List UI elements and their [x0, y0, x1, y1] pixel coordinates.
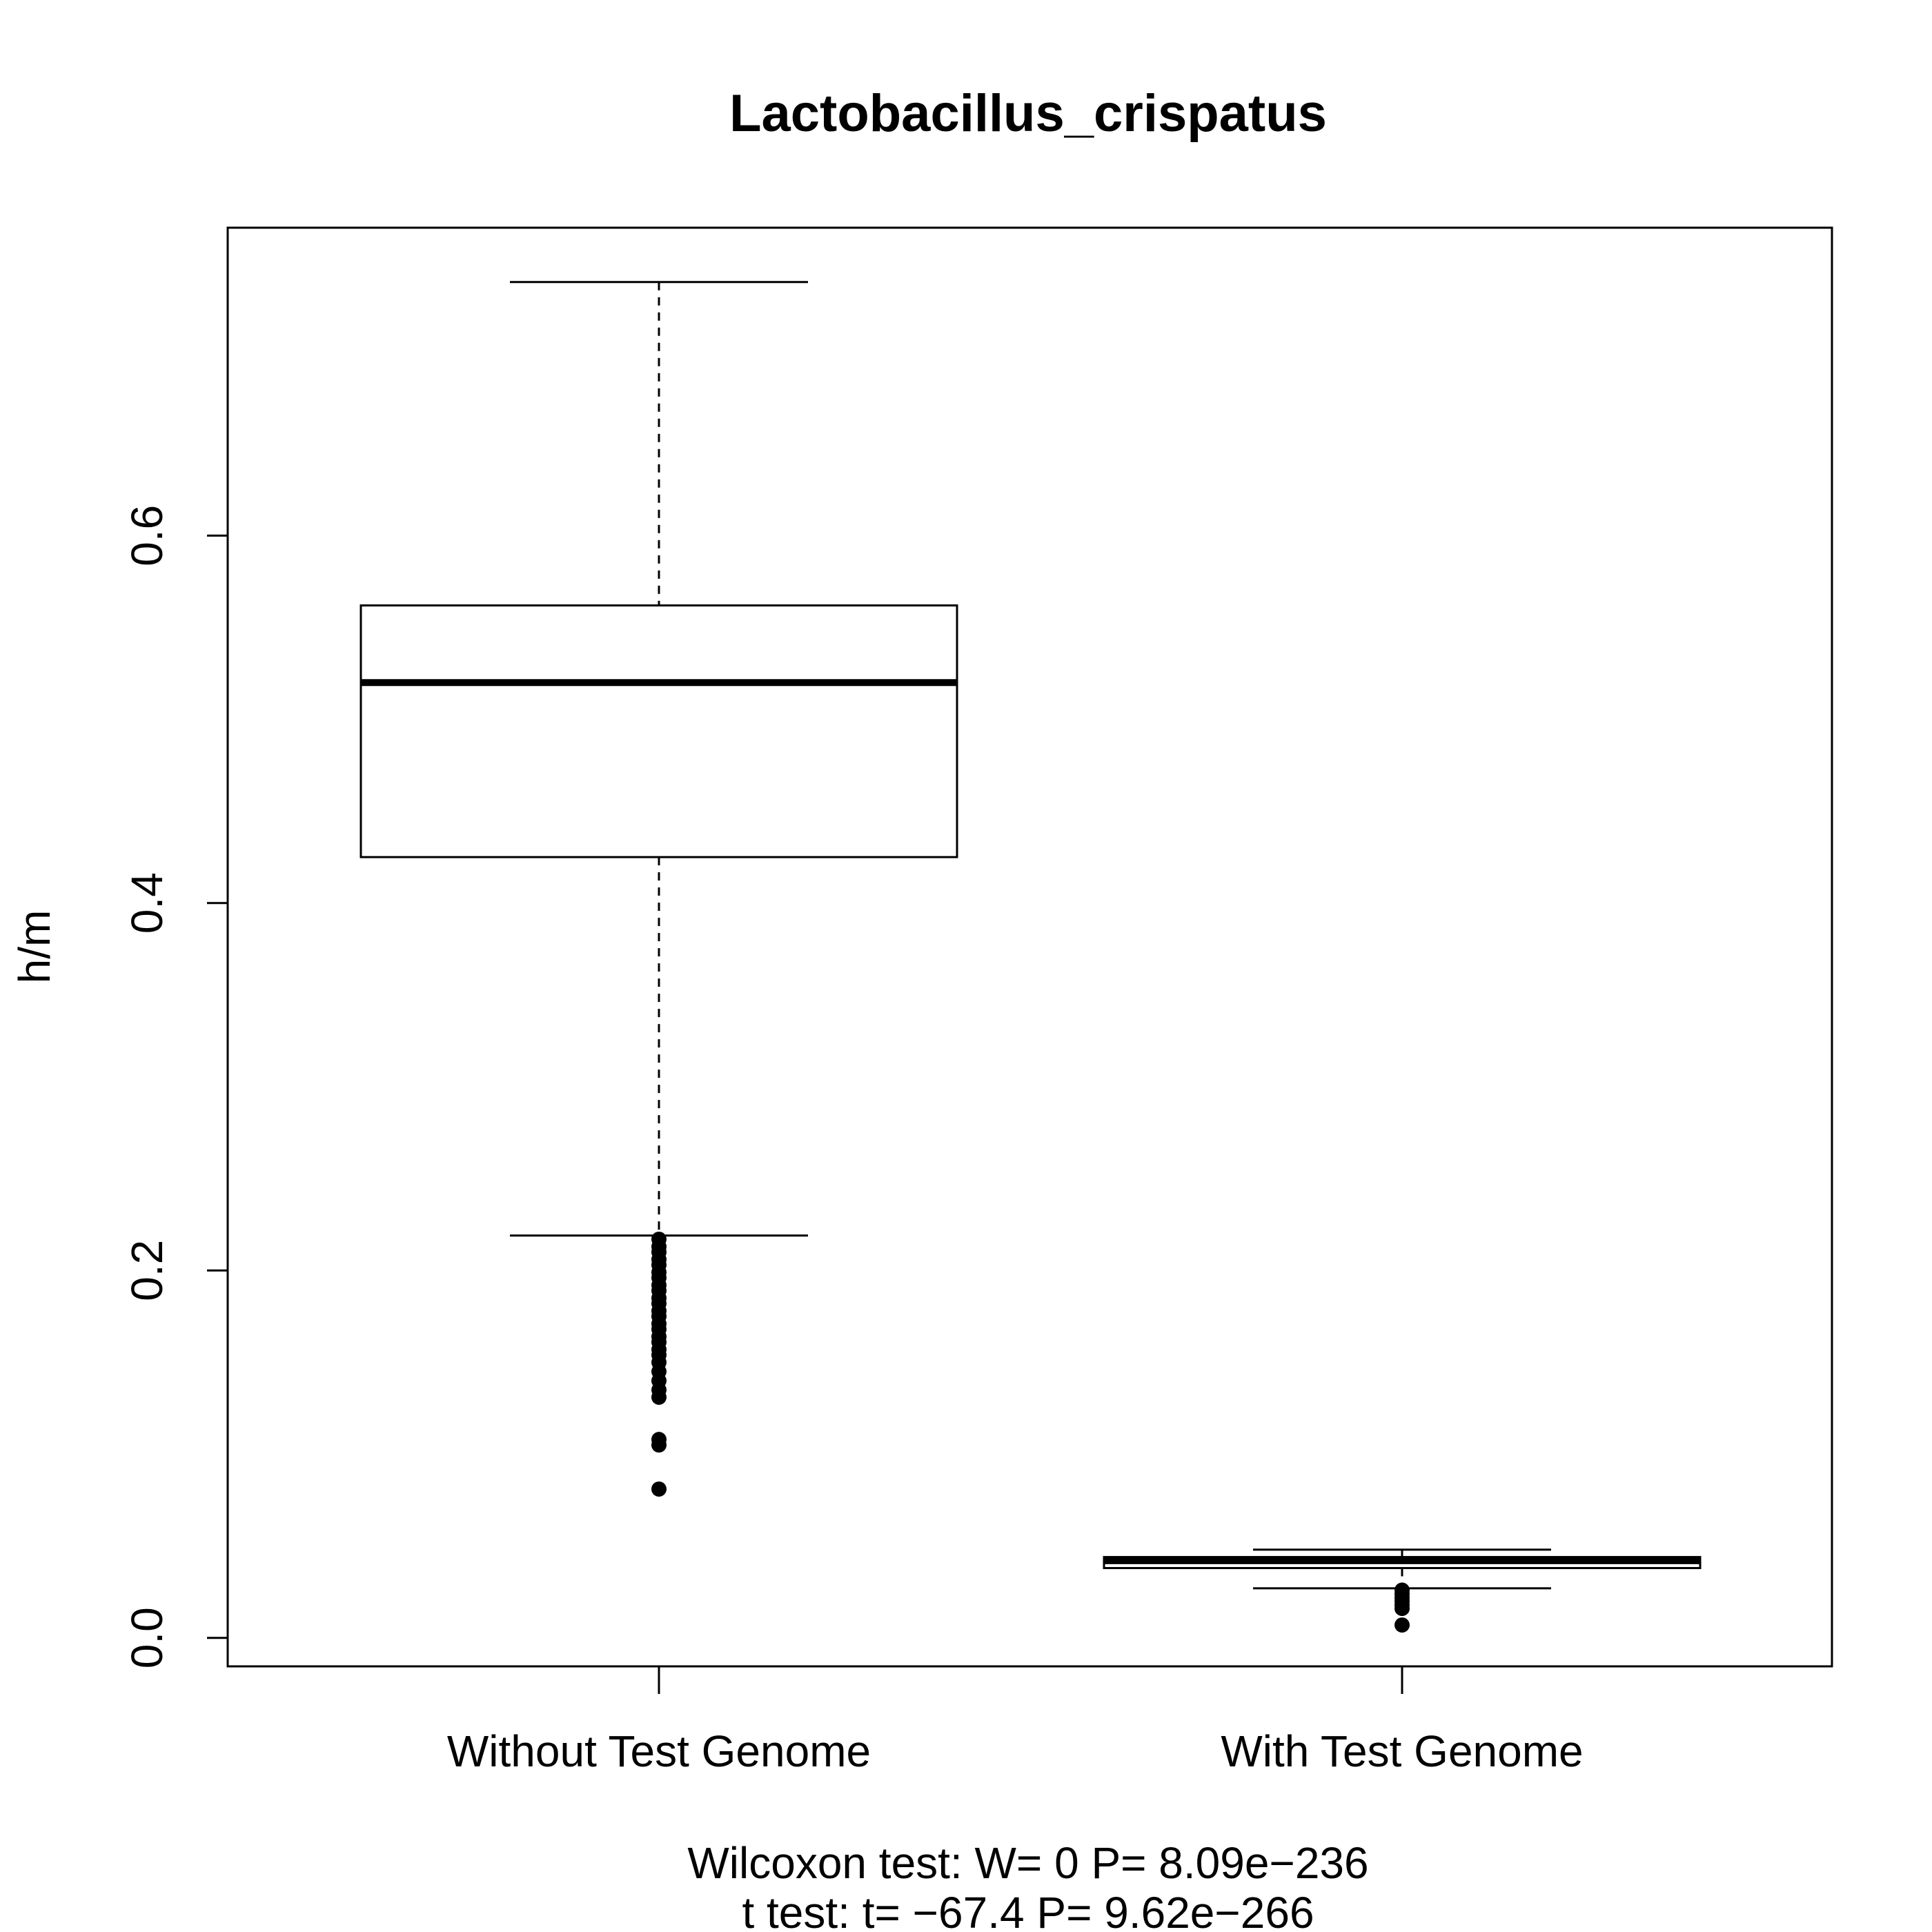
outlier-point — [651, 1437, 667, 1453]
x-tick-label: Without Test Genome — [447, 1726, 871, 1776]
outlier-point — [651, 1481, 667, 1497]
outlier-point — [1394, 1601, 1410, 1617]
iqr-box — [359, 604, 958, 858]
y-tick-label: 0.4 — [122, 872, 172, 934]
boxes-group — [359, 281, 1702, 1633]
x-axis: Without Test Genome With Test Genome — [447, 1666, 1584, 1776]
outlier-point — [651, 1389, 667, 1405]
y-tick-label: 0.6 — [122, 505, 172, 566]
y-tick-label: 0.2 — [122, 1240, 172, 1301]
y-axis-label: h/m — [10, 910, 59, 984]
y-axis: 0.0 0.2 0.4 0.6 — [122, 505, 229, 1668]
wilcoxon-test-result: Wilcoxon test: W= 0 P= 8.09e−236 — [687, 1838, 1368, 1888]
chart-title: Lactobacillus_crispatus — [729, 84, 1327, 143]
plot-frame — [226, 226, 1833, 1668]
outlier-point — [1394, 1617, 1410, 1633]
box-1 — [359, 281, 958, 1497]
y-tick-label: 0.0 — [122, 1607, 172, 1668]
box-2 — [1103, 1548, 1702, 1633]
x-tick-label: With Test Genome — [1221, 1726, 1583, 1776]
t-test-result: t test: t= −67.4 P= 9.62e−266 — [742, 1888, 1314, 1932]
